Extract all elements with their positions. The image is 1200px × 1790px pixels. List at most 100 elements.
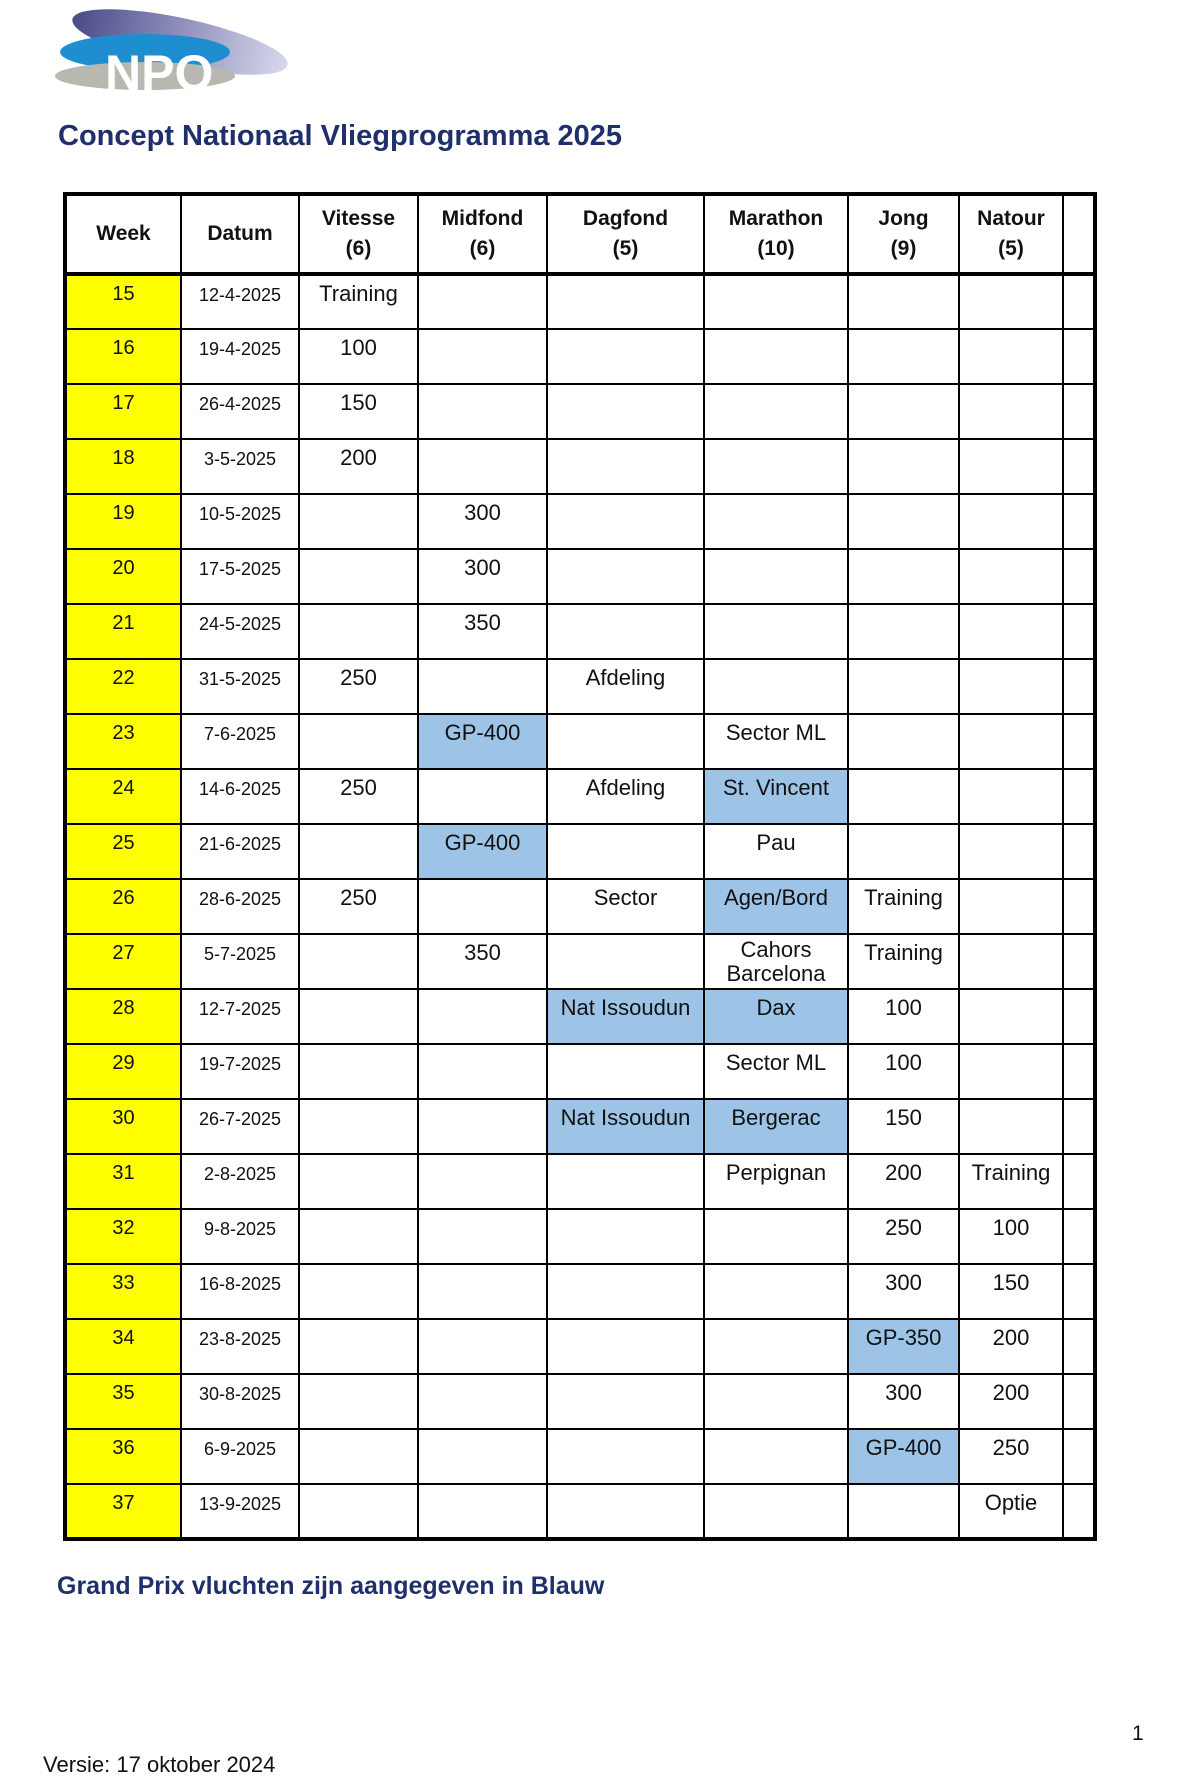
week-cell: 24	[64, 768, 182, 825]
schedule-cell	[546, 548, 705, 605]
table-row: 34 23-8-2025 GP-350 200	[64, 1318, 1096, 1375]
page-title: Concept Nationaal Vliegprogramma 2025	[58, 120, 623, 152]
schedule-cell: 300	[847, 1373, 960, 1430]
schedule-cell	[298, 548, 419, 605]
schedule-cell	[958, 1043, 1064, 1100]
grand-prix-cell: Agen/Bord	[703, 878, 849, 935]
week-cell: 15	[64, 273, 182, 330]
week-cell: 34	[64, 1318, 182, 1375]
header-row: Week Datum Vitesse (6) Midfond (6) Dagfond (…	[64, 193, 1096, 276]
schedule-cell	[417, 1153, 548, 1210]
schedule-cell: 250	[298, 768, 419, 825]
table-row: 23 7-6-2025 GP-400 Sector ML	[64, 713, 1096, 770]
version-text: Versie: 17 oktober 2024	[43, 1752, 276, 1777]
empty-cell	[1062, 1373, 1096, 1430]
table-row: 26 28-6-2025 250 Sector Agen/Bord Training	[64, 878, 1096, 935]
schedule-cell	[958, 493, 1064, 550]
table-row: 33 16-8-2025 300 150	[64, 1263, 1096, 1320]
table-row: 15 12-4-2025 Training	[64, 273, 1096, 330]
date-cell: 9-8-2025	[180, 1208, 300, 1265]
schedule-cell: 150	[958, 1263, 1064, 1320]
date-cell: 2-8-2025	[180, 1153, 300, 1210]
week-cell: 36	[64, 1428, 182, 1485]
empty-cell	[1062, 823, 1096, 880]
schedule-cell	[417, 1373, 548, 1430]
empty-cell	[1062, 1428, 1096, 1485]
schedule-cell	[298, 1318, 419, 1375]
date-cell: 21-6-2025	[180, 823, 300, 880]
week-cell: 16	[64, 328, 182, 385]
schedule-cell: Sector ML	[703, 1043, 849, 1100]
week-cell: 20	[64, 548, 182, 605]
schedule-cell	[298, 1153, 419, 1210]
schedule-cell	[703, 1373, 849, 1430]
schedule-cell	[703, 493, 849, 550]
table-row: 32 9-8-2025 250 100	[64, 1208, 1096, 1265]
schedule-cell	[847, 658, 960, 715]
empty-cell	[1062, 273, 1096, 330]
schedule-cell	[703, 658, 849, 715]
schedule-cell	[703, 1428, 849, 1485]
schedule-cell	[546, 823, 705, 880]
schedule-cell	[958, 658, 1064, 715]
schedule-cell	[417, 438, 548, 495]
schedule-cell	[847, 603, 960, 660]
schedule-cell: 150	[847, 1098, 960, 1155]
empty-cell	[1062, 713, 1096, 770]
schedule-cell	[298, 823, 419, 880]
grand-prix-cell: Bergerac	[703, 1098, 849, 1155]
empty-cell	[1062, 1208, 1096, 1265]
table-row: 25 21-6-2025 GP-400 Pau	[64, 823, 1096, 880]
schedule-cell: Perpignan	[703, 1153, 849, 1210]
column-header: Natour (5)	[958, 193, 1064, 276]
schedule-cell	[958, 603, 1064, 660]
schedule-cell: Sector ML	[703, 713, 849, 770]
schedule-cell	[417, 1098, 548, 1155]
week-cell: 32	[64, 1208, 182, 1265]
grand-prix-cell: GP-400	[847, 1428, 960, 1485]
date-cell: 23-8-2025	[180, 1318, 300, 1375]
schedule-cell	[417, 1208, 548, 1265]
schedule-cell: 250	[847, 1208, 960, 1265]
table-row: 24 14-6-2025 250 Afdeling St. Vincent	[64, 768, 1096, 825]
week-cell: 28	[64, 988, 182, 1045]
date-cell: 24-5-2025	[180, 603, 300, 660]
schedule-cell: Optie	[958, 1483, 1064, 1540]
empty-cell	[1062, 658, 1096, 715]
schedule-cell: 200	[847, 1153, 960, 1210]
schedule-cell	[298, 1208, 419, 1265]
empty-cell	[1062, 1483, 1096, 1540]
content-flow: Week Datum Vitesse (6) Midfond (6) Dagfond (…	[57, 192, 1103, 1601]
schedule-cell	[958, 713, 1064, 770]
schedule-cell: 300	[417, 548, 548, 605]
schedule-cell	[958, 878, 1064, 935]
schedule-cell	[958, 1098, 1064, 1155]
schedule-cell	[417, 273, 548, 330]
schedule-cell: 350	[417, 603, 548, 660]
schedule-cell	[417, 988, 548, 1045]
column-header: Midfond (6)	[417, 193, 548, 276]
schedule-cell: 200	[298, 438, 419, 495]
schedule-cell	[417, 1428, 548, 1485]
schedule-cell	[958, 383, 1064, 440]
logo-lettering: NPO	[105, 45, 213, 96]
schedule-cell: 150	[298, 383, 419, 440]
schedule-cell	[417, 768, 548, 825]
table-row: 21 24-5-2025 350	[64, 603, 1096, 660]
schedule-cell	[847, 328, 960, 385]
schedule-cell: 300	[847, 1263, 960, 1320]
schedule-cell	[958, 438, 1064, 495]
schedule-cell: 250	[298, 878, 419, 935]
schedule-cell: 200	[958, 1318, 1064, 1375]
empty-cell	[1062, 933, 1096, 990]
schedule-cell	[417, 878, 548, 935]
week-cell: 37	[64, 1483, 182, 1540]
schedule-cell	[298, 1483, 419, 1540]
schedule-cell	[703, 548, 849, 605]
table-row: 31 2-8-2025 Perpignan 200 Training	[64, 1153, 1096, 1210]
date-cell: 28-6-2025	[180, 878, 300, 935]
schedule-cell	[417, 1043, 548, 1100]
grand-prix-cell: GP-400	[417, 823, 548, 880]
column-header: Datum	[180, 193, 300, 276]
